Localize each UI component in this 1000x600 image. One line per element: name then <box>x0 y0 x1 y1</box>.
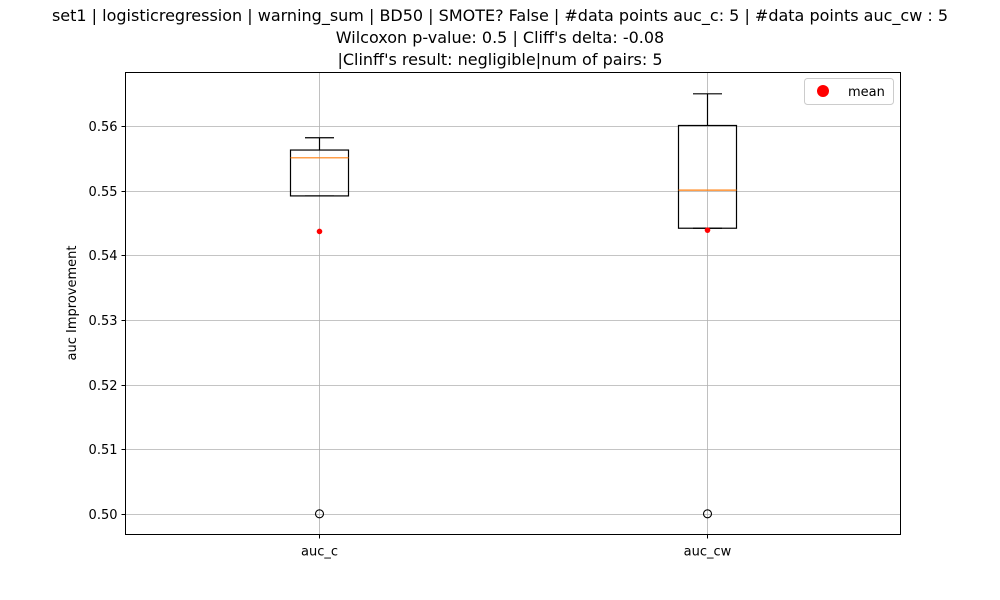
y-axis-label: auc Improvement <box>65 246 80 361</box>
box-layer <box>289 93 738 519</box>
box-auc_cw <box>677 93 738 519</box>
plot-frame <box>125 72 901 535</box>
outlier-point <box>314 509 325 519</box>
y-tick-label: 0.51 <box>89 443 118 458</box>
x-tick-label: auc_c <box>301 545 338 560</box>
axis-layer <box>125 72 901 535</box>
tick-layer: 0.50 0.51 0.52 0.53 0.54 0.55 0.56 auc_c auc_cw <box>89 120 732 560</box>
iqr-box <box>289 149 350 197</box>
grid-layer <box>125 72 901 535</box>
x-tick-label: auc_cw <box>684 545 732 560</box>
legend: mean <box>804 78 894 105</box>
legend-frame <box>804 78 894 105</box>
y-tick-label: 0.50 <box>89 508 118 523</box>
y-tick-label: 0.54 <box>89 249 118 264</box>
chart-title-line-1: set1 | logisticregression | warning_sum … <box>51 6 949 25</box>
y-tick-label: 0.56 <box>89 120 118 135</box>
y-tick-label: 0.52 <box>89 379 118 394</box>
legend-mean-marker <box>817 85 829 97</box>
legend-mean-label: mean <box>848 85 885 100</box>
mean-point <box>316 228 323 235</box>
outlier-point <box>702 509 713 519</box>
y-tick-label: 0.55 <box>89 185 118 200</box>
y-tick-label: 0.53 <box>89 314 118 329</box>
box-auc_c <box>289 137 350 519</box>
mean-point <box>704 227 711 233</box>
chart-title-line-2: Wilcoxon p-value: 0.5 | Cliff's delta: -… <box>335 28 665 47</box>
chart-title-line-3: |Clinff's result: negligible|num of pair… <box>337 50 663 69</box>
